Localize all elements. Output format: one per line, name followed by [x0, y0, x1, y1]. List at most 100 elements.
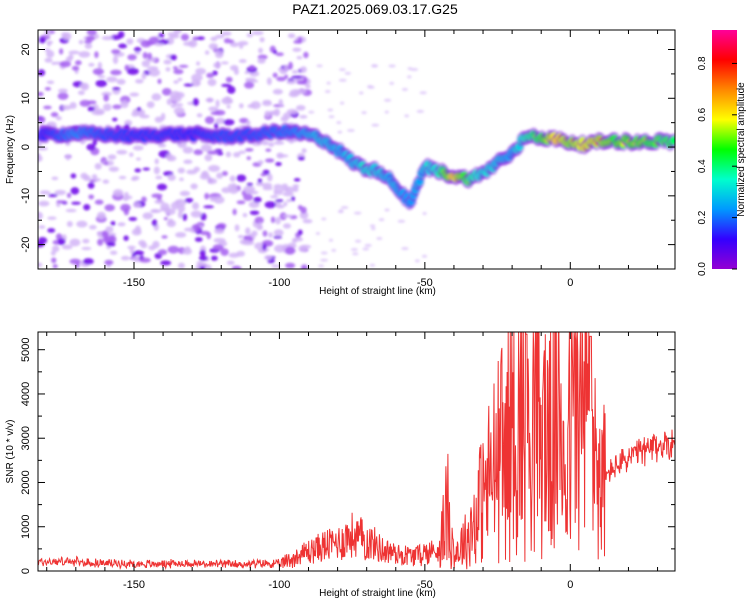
noise-blob — [70, 187, 80, 195]
snr-series-line — [38, 332, 675, 571]
noise-blob — [124, 191, 129, 199]
snr-ytick-label: 5000 — [20, 337, 32, 361]
noise-blob — [419, 91, 427, 95]
noise-blob — [120, 100, 129, 109]
noise-blob — [260, 173, 266, 177]
noise-blob — [182, 213, 188, 221]
noise-blob — [225, 76, 233, 83]
noise-blob — [154, 43, 164, 47]
noise-blob — [215, 50, 224, 59]
noise-blob — [38, 236, 48, 244]
noise-blob — [239, 103, 244, 109]
noise-blob — [301, 148, 307, 154]
noise-blob — [264, 201, 277, 209]
noise-blob — [262, 186, 273, 191]
noise-blob — [109, 250, 118, 255]
noise-blob — [203, 205, 215, 209]
noise-blob — [328, 238, 334, 242]
noise-blob — [71, 65, 80, 71]
noise-blob — [112, 56, 119, 65]
noise-blob — [273, 184, 283, 190]
noise-blob — [48, 193, 58, 198]
noise-blob — [51, 176, 59, 181]
noise-blob — [255, 181, 264, 187]
noise-blob — [154, 199, 165, 204]
noise-blob — [367, 85, 375, 89]
noise-blob — [39, 190, 51, 195]
snr-frame — [37, 331, 676, 572]
noise-blob — [52, 264, 58, 269]
noise-blob — [43, 105, 52, 110]
noise-blob — [344, 71, 352, 75]
noise-blob — [170, 54, 177, 61]
noise-blob — [166, 98, 172, 106]
noise-blob — [179, 190, 191, 197]
noise-blob — [112, 104, 122, 110]
noise-blob — [208, 106, 219, 112]
noise-blob — [262, 230, 268, 237]
noise-blob — [286, 108, 298, 115]
noise-blob — [182, 248, 193, 255]
noise-blob — [229, 175, 236, 182]
noise-blob — [221, 171, 228, 176]
noise-blob — [369, 224, 376, 228]
noise-blob — [268, 232, 273, 238]
noise-blob — [57, 92, 69, 100]
noise-blob — [140, 242, 148, 249]
noise-blob — [165, 67, 171, 72]
noise-blob — [236, 200, 246, 205]
noise-blob — [232, 208, 237, 216]
noise-blob — [337, 130, 343, 134]
noise-blob — [227, 85, 236, 94]
noise-blob — [160, 112, 166, 121]
noise-blob — [266, 77, 272, 86]
noise-blob — [46, 40, 54, 45]
noise-blob — [226, 260, 235, 265]
noise-blob — [136, 107, 142, 112]
noise-blob — [38, 147, 49, 151]
noise-blob — [129, 92, 140, 97]
noise-blob — [154, 158, 159, 165]
noise-blob — [54, 189, 67, 196]
noise-blob — [44, 86, 51, 91]
snr-series-group — [38, 332, 675, 571]
noise-blob — [320, 258, 328, 262]
noise-blob — [61, 244, 73, 250]
noise-blob — [38, 225, 46, 229]
noise-blob — [57, 88, 68, 93]
spec-xtick-label: -100 — [268, 277, 290, 289]
noise-blob — [110, 221, 116, 226]
noise-blob — [220, 248, 229, 256]
noise-blob — [220, 61, 229, 65]
noise-blob — [210, 111, 220, 116]
spec-xlabel: Height of straight line (km) — [319, 286, 436, 297]
snr-ytick-label: 4000 — [20, 382, 32, 406]
noise-blob — [101, 91, 112, 97]
noise-blob — [134, 168, 142, 173]
noise-blob — [86, 30, 97, 36]
noise-blob — [94, 51, 99, 59]
noise-blob — [97, 61, 103, 70]
noise-blob — [173, 80, 179, 84]
spectrogram-blobs — [38, 30, 675, 269]
snr-xtick-label: -100 — [268, 579, 290, 591]
noise-blob — [103, 103, 112, 111]
snr-ytick-label: 1000 — [20, 514, 32, 538]
noise-blob — [286, 199, 292, 203]
noise-blob — [182, 146, 194, 154]
noise-blob — [126, 67, 139, 75]
noise-blob — [249, 210, 260, 216]
noise-blob — [293, 177, 301, 182]
noise-blob — [278, 98, 284, 107]
noise-blob — [196, 113, 203, 118]
noise-blob — [178, 262, 185, 269]
noise-blob — [120, 203, 131, 212]
noise-blob — [177, 210, 183, 219]
noise-blob — [286, 80, 297, 85]
noise-blob — [81, 246, 92, 251]
noise-blob — [257, 160, 264, 165]
noise-blob — [38, 262, 43, 268]
spec-ytick-label: 10 — [20, 92, 32, 104]
noise-blob — [163, 217, 168, 221]
noise-blob — [184, 197, 194, 203]
